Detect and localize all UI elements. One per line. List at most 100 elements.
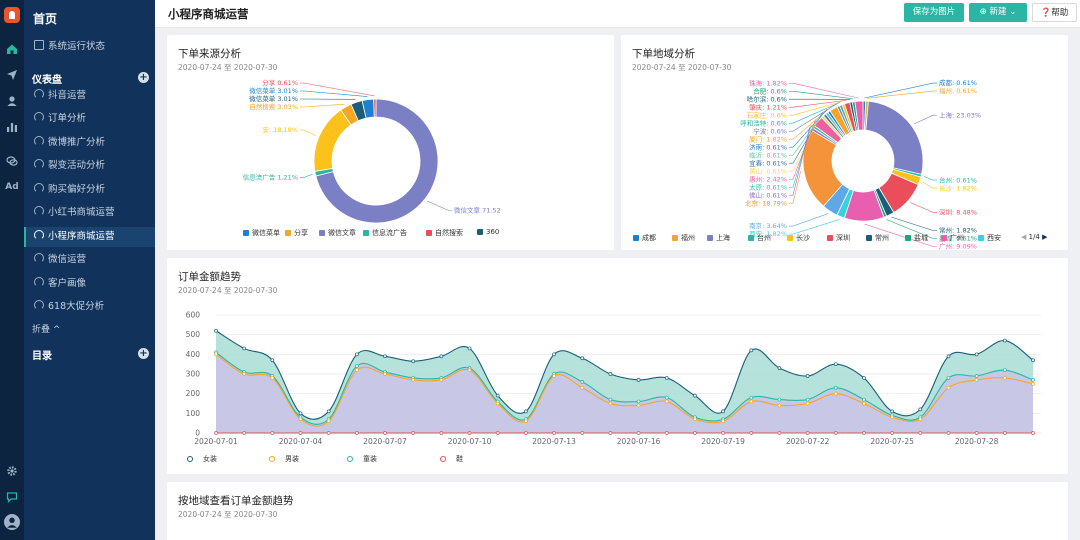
user-icon[interactable] xyxy=(0,92,24,110)
data-point[interactable] xyxy=(495,401,500,406)
data-point[interactable] xyxy=(777,397,782,402)
pie-slice[interactable] xyxy=(313,109,352,172)
data-point[interactable] xyxy=(355,431,359,435)
data-point[interactable] xyxy=(580,431,585,435)
data-point[interactable] xyxy=(1002,368,1007,372)
pie-slice[interactable] xyxy=(865,100,924,175)
data-point[interactable] xyxy=(214,328,218,333)
legend-item[interactable]: 360 xyxy=(477,228,499,236)
legend-item[interactable]: 鞋 xyxy=(440,454,463,464)
prev-page-icon[interactable]: ◀ xyxy=(1021,233,1027,241)
home-icon[interactable] xyxy=(0,40,24,58)
data-point[interactable] xyxy=(355,368,359,372)
data-point[interactable] xyxy=(833,362,838,367)
data-point[interactable] xyxy=(918,417,923,422)
data-point[interactable] xyxy=(636,403,641,408)
data-point[interactable] xyxy=(383,354,387,359)
bar-chart-icon[interactable] xyxy=(0,118,24,136)
data-point[interactable] xyxy=(636,399,641,404)
data-point[interactable] xyxy=(805,431,810,435)
data-point[interactable] xyxy=(664,431,669,435)
data-point[interactable] xyxy=(693,393,697,398)
data-point[interactable] xyxy=(749,399,754,404)
data-point[interactable] xyxy=(355,364,359,368)
data-point[interactable] xyxy=(862,401,866,406)
legend-item[interactable]: 长沙 xyxy=(787,233,810,243)
data-point[interactable] xyxy=(721,431,725,435)
sidebar-item-miniprogram[interactable]: 小程序商城运营 xyxy=(24,227,155,247)
data-point[interactable] xyxy=(608,401,613,406)
add-catalog-button[interactable]: + xyxy=(138,348,149,359)
data-point[interactable] xyxy=(974,431,979,435)
new-button[interactable]: ⊕ 新建 ⌄ xyxy=(969,3,1027,22)
legend-item[interactable]: 盐城 xyxy=(905,233,928,243)
data-point[interactable] xyxy=(664,399,669,404)
data-point[interactable] xyxy=(862,376,866,380)
data-point[interactable] xyxy=(946,385,951,390)
data-point[interactable] xyxy=(552,352,556,357)
data-point[interactable] xyxy=(524,431,528,435)
data-point[interactable] xyxy=(664,395,669,400)
data-point[interactable] xyxy=(326,419,331,424)
data-point[interactable] xyxy=(1031,378,1035,382)
data-point[interactable] xyxy=(411,431,416,435)
data-point[interactable] xyxy=(439,354,444,359)
data-point[interactable] xyxy=(411,378,416,382)
ad-icon[interactable]: Ad xyxy=(5,182,19,192)
data-point[interactable] xyxy=(298,411,303,416)
data-point[interactable] xyxy=(1031,431,1035,435)
legend-item[interactable]: 童装 xyxy=(347,454,377,464)
data-point[interactable] xyxy=(636,378,641,382)
legend-item[interactable]: 西安 xyxy=(978,233,1001,243)
data-point[interactable] xyxy=(467,431,472,435)
avatar[interactable] xyxy=(0,513,24,531)
sidebar-item-orders[interactable]: 订单分析 xyxy=(24,109,155,129)
pie-slice[interactable] xyxy=(315,98,439,224)
data-point[interactable] xyxy=(721,419,725,424)
data-point[interactable] xyxy=(552,374,556,378)
fold-toggle[interactable]: 折叠 ^ xyxy=(32,325,61,335)
app-logo[interactable] xyxy=(4,7,20,23)
data-point[interactable] xyxy=(242,431,247,435)
data-point[interactable] xyxy=(918,431,923,435)
data-point[interactable] xyxy=(439,431,444,435)
data-point[interactable] xyxy=(242,372,247,376)
data-point[interactable] xyxy=(946,354,951,359)
data-point[interactable] xyxy=(833,431,838,435)
data-point[interactable] xyxy=(383,372,387,376)
sidebar-item-weibo[interactable]: 微博推广分析 xyxy=(24,133,155,153)
data-point[interactable] xyxy=(1002,431,1007,435)
legend-item[interactable]: 女装 xyxy=(187,454,217,464)
data-point[interactable] xyxy=(777,366,782,370)
data-point[interactable] xyxy=(495,393,500,398)
data-point[interactable] xyxy=(749,395,754,400)
legend-item[interactable]: 福州 xyxy=(672,233,695,243)
data-point[interactable] xyxy=(326,409,331,414)
data-point[interactable] xyxy=(890,409,894,414)
data-point[interactable] xyxy=(1002,338,1007,343)
data-point[interactable] xyxy=(721,409,725,414)
help-button[interactable]: ❓帮助 xyxy=(1032,3,1077,22)
sidebar-item-status[interactable]: 系统运行状态 xyxy=(24,37,155,57)
legend-item[interactable]: 广州 xyxy=(941,233,964,243)
data-point[interactable] xyxy=(214,431,218,435)
data-point[interactable] xyxy=(214,352,218,357)
sidebar-item-douyin[interactable]: 抖音运营 xyxy=(24,86,155,106)
legend-item[interactable]: 台州 xyxy=(748,233,771,243)
data-point[interactable] xyxy=(805,374,810,378)
data-point[interactable] xyxy=(918,407,923,412)
sidebar-item-xiaohongshu[interactable]: 小红书商城运营 xyxy=(24,203,155,223)
sidebar-item-wechat[interactable]: 微信运营 xyxy=(24,250,155,270)
save-image-button[interactable]: 保存为图片 xyxy=(904,3,964,22)
data-point[interactable] xyxy=(890,431,894,435)
data-point[interactable] xyxy=(608,397,613,402)
sidebar-item-618[interactable]: 618大促分析 xyxy=(24,297,155,317)
data-point[interactable] xyxy=(355,352,359,357)
send-icon[interactable] xyxy=(0,66,24,84)
data-point[interactable] xyxy=(749,348,754,353)
data-point[interactable] xyxy=(270,431,275,435)
data-point[interactable] xyxy=(777,431,782,435)
data-point[interactable] xyxy=(805,401,810,406)
data-point[interactable] xyxy=(946,431,951,435)
data-point[interactable] xyxy=(580,356,585,361)
